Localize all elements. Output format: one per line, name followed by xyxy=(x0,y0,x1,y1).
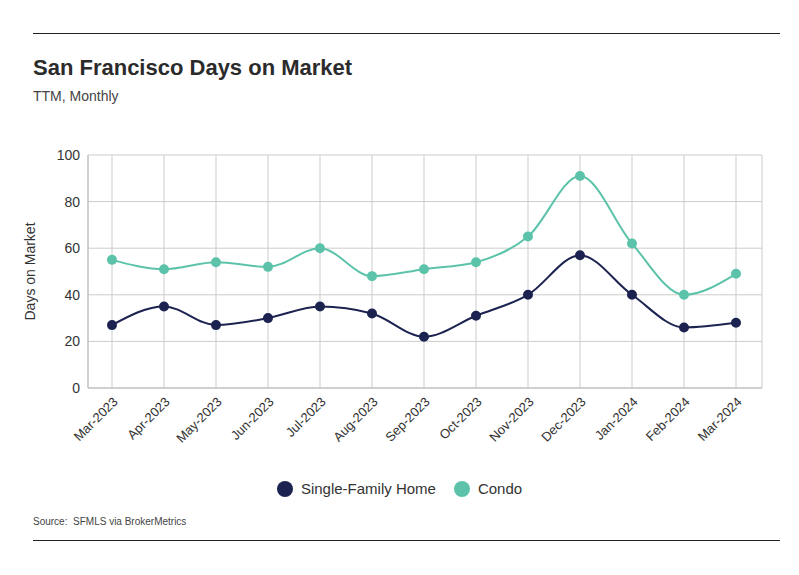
svg-text:Oct-2023: Oct-2023 xyxy=(436,394,484,442)
svg-text:Jan-2024: Jan-2024 xyxy=(592,394,641,443)
svg-text:Mar-2024: Mar-2024 xyxy=(695,394,745,444)
svg-text:Jul-2023: Jul-2023 xyxy=(283,394,329,440)
svg-text:Days on Market: Days on Market xyxy=(22,222,38,320)
svg-text:May-2023: May-2023 xyxy=(173,394,224,445)
svg-text:20: 20 xyxy=(64,333,80,349)
svg-text:Apr-2023: Apr-2023 xyxy=(124,394,172,442)
svg-text:60: 60 xyxy=(64,240,80,256)
svg-text:80: 80 xyxy=(64,194,80,210)
svg-text:Mar-2023: Mar-2023 xyxy=(71,394,121,444)
svg-text:Dec-2023: Dec-2023 xyxy=(538,394,588,444)
html-text:Source: SFMLS via BrokerMetric: Source: SFMLS via BrokerMetrics xyxy=(33,516,187,527)
svg-text:Sep-2023: Sep-2023 xyxy=(382,394,432,444)
svg-text:40: 40 xyxy=(64,287,80,303)
html-text:TTM, Monthly: TTM, Monthly xyxy=(33,88,119,104)
svg-text:0: 0 xyxy=(72,380,80,396)
html-text:Single-Family Home: Single-Family Home xyxy=(300,480,436,497)
html-text:San Francisco Days on Market: San Francisco Days on Market xyxy=(33,55,353,80)
svg-text:Aug-2023: Aug-2023 xyxy=(330,394,380,444)
html-text:Condo: Condo xyxy=(477,480,523,497)
svg-text:Nov-2023: Nov-2023 xyxy=(486,394,536,444)
svg-text:Feb-2024: Feb-2024 xyxy=(643,394,693,444)
svg-text:100: 100 xyxy=(57,147,81,163)
svg-text:Jun-2023: Jun-2023 xyxy=(228,394,277,443)
